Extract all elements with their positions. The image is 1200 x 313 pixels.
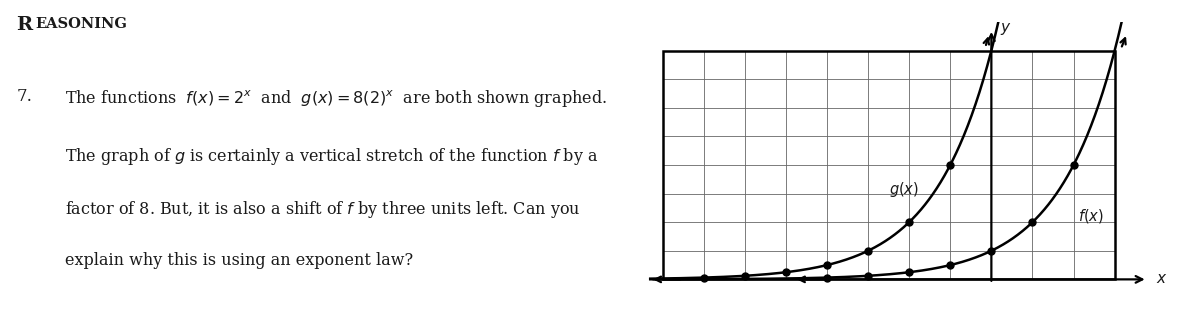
Text: 7.: 7. — [17, 88, 32, 105]
Text: $f\left(x\right)$: $f\left(x\right)$ — [1078, 208, 1104, 225]
Text: R: R — [17, 16, 32, 34]
Text: $x$: $x$ — [1156, 272, 1168, 286]
Text: EASONING: EASONING — [36, 17, 127, 31]
Bar — [662, 50, 1115, 280]
Text: factor of 8. But, it is also a shift of $f$ by three units left. Can you: factor of 8. But, it is also a shift of … — [65, 199, 581, 220]
Text: $g\left(x\right)$: $g\left(x\right)$ — [889, 180, 919, 199]
Text: The graph of $g$ is certainly a vertical stretch of the function $f$ by a: The graph of $g$ is certainly a vertical… — [65, 146, 598, 167]
Text: The functions  $f\left(x\right)=2^{x}$  and  $g\left(x\right)=8(2)^{x}$  are bot: The functions $f\left(x\right)=2^{x}$ an… — [65, 88, 607, 109]
Text: $y$: $y$ — [1000, 21, 1012, 37]
Text: explain why this is using an exponent law?: explain why this is using an exponent la… — [65, 252, 413, 269]
